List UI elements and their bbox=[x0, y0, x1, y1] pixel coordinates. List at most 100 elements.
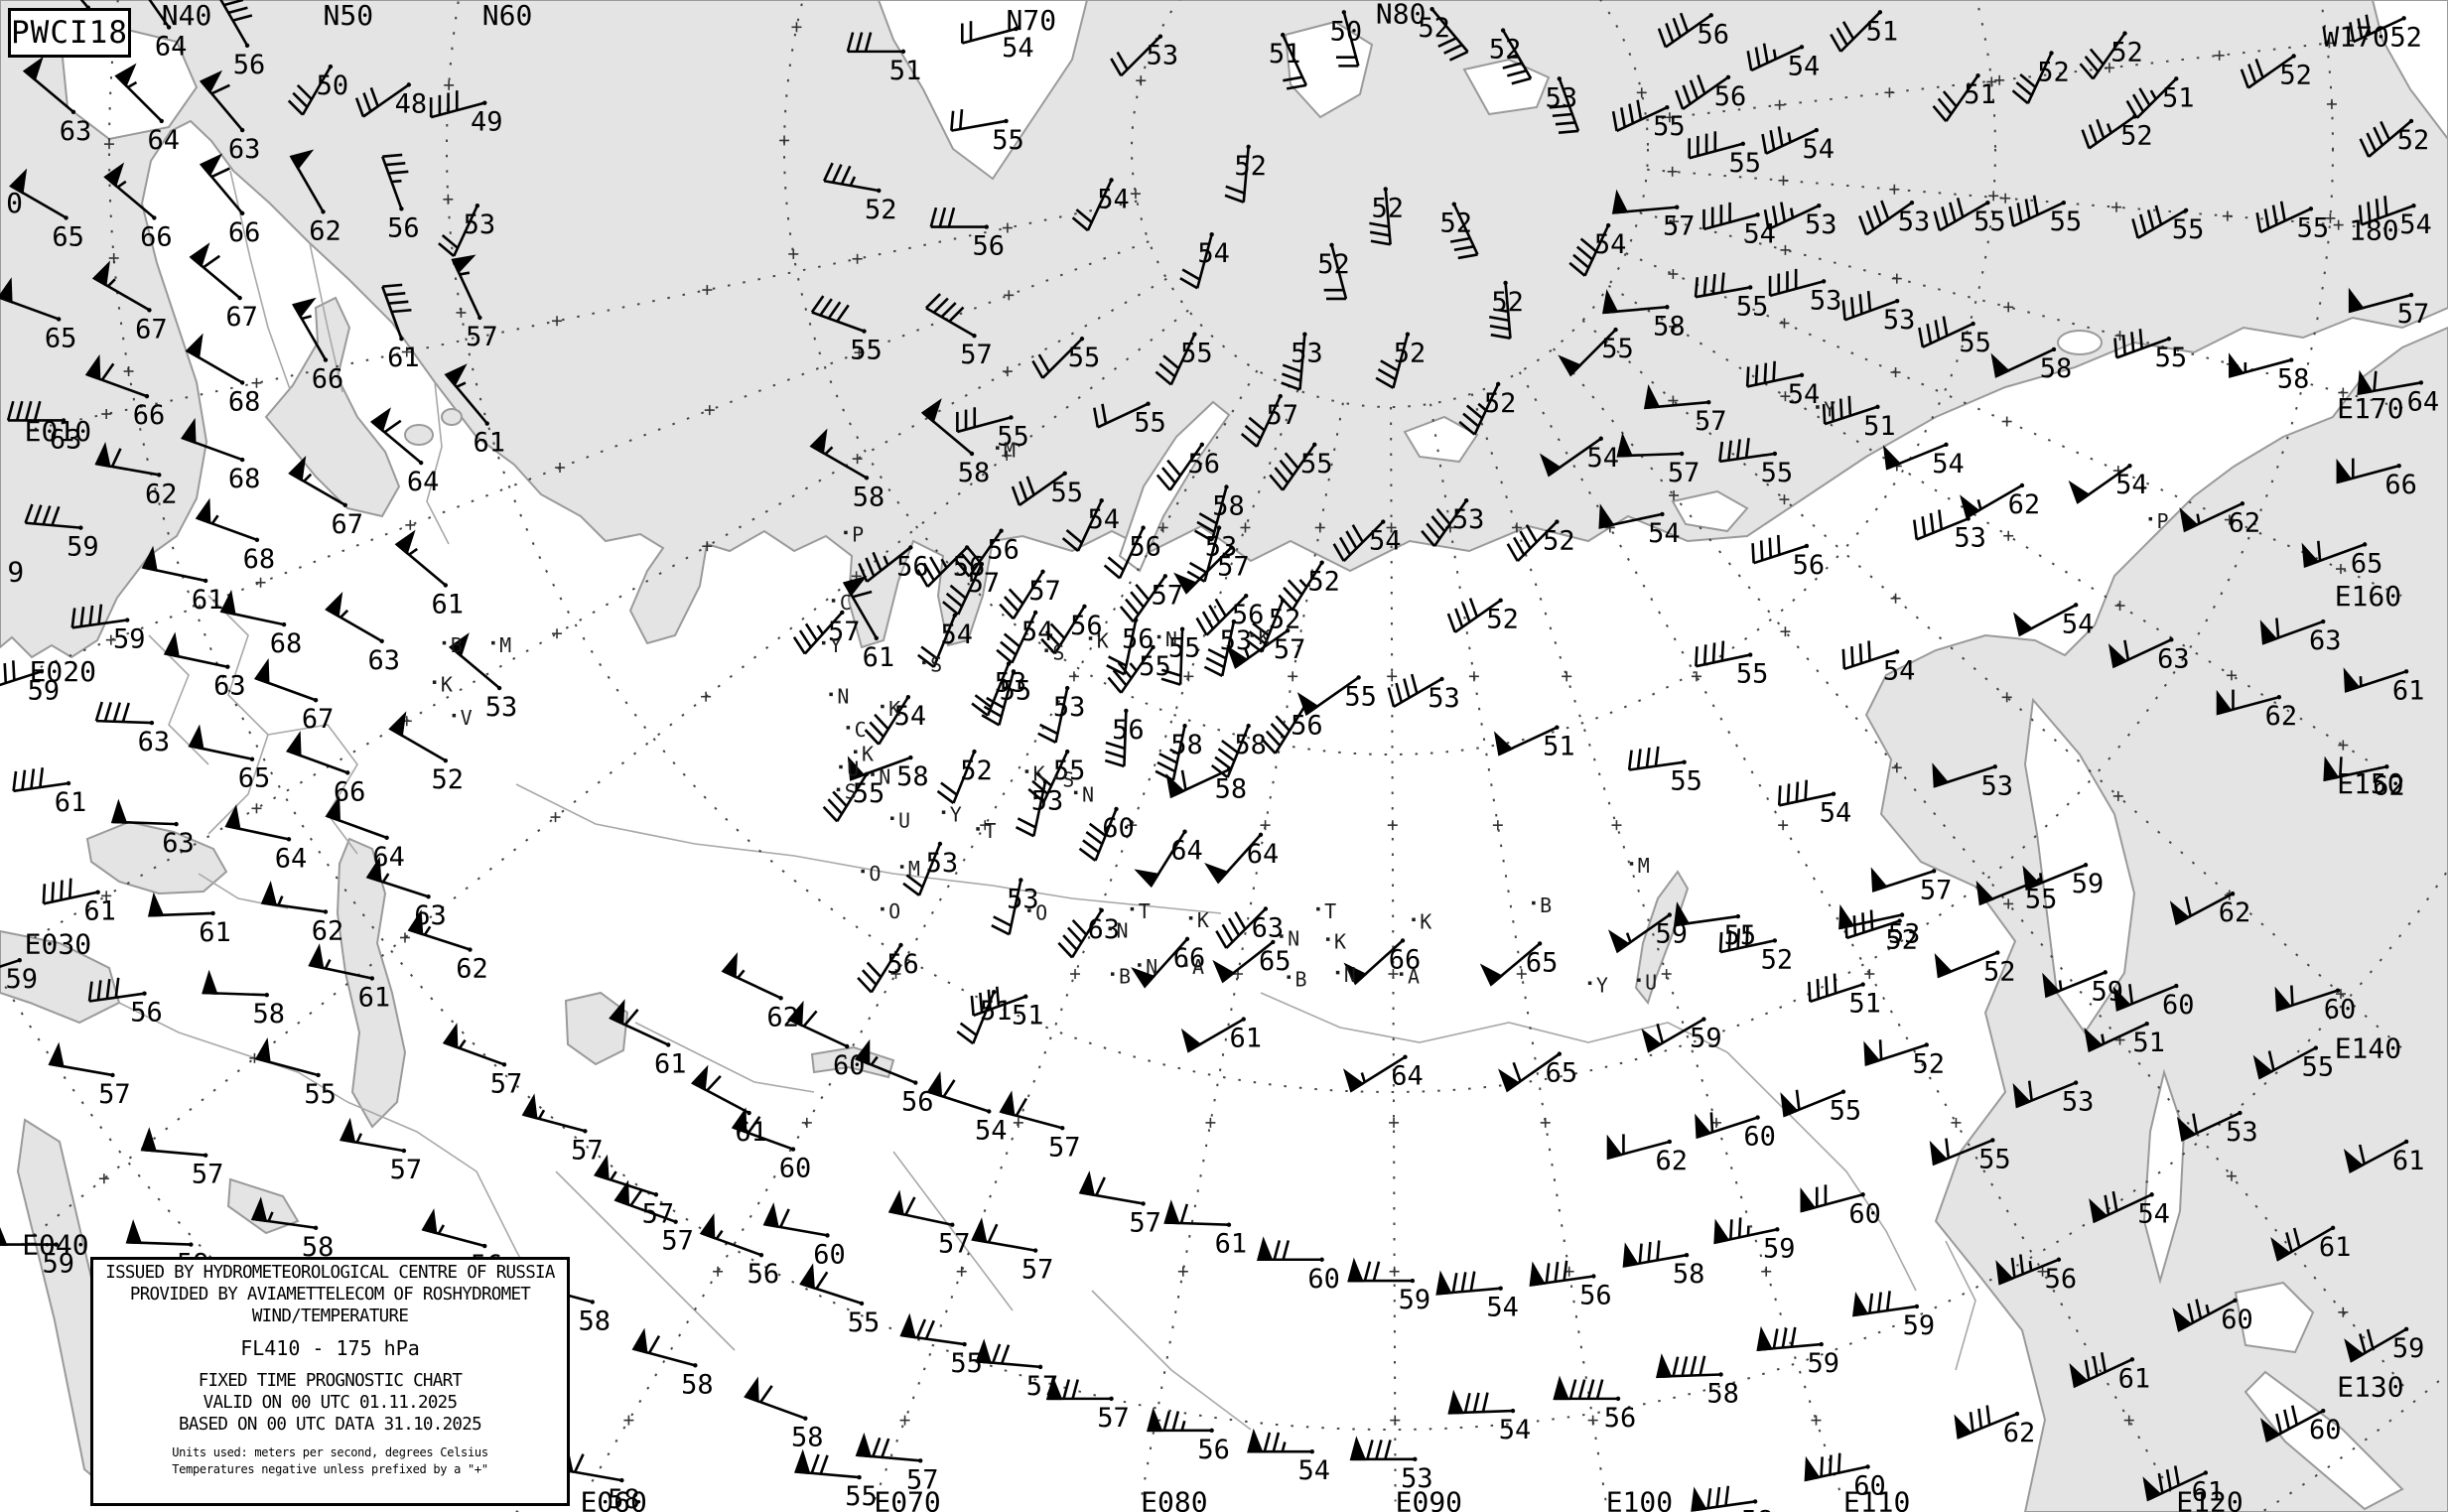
ocean-arctic-atlantic bbox=[0, 0, 2448, 659]
wind-barb bbox=[140, 1127, 208, 1158]
wind-barb bbox=[1449, 202, 1479, 260]
wind-barb bbox=[114, 63, 164, 124]
wind-barb bbox=[2357, 369, 2424, 396]
station-temperature: 55 bbox=[1736, 659, 1769, 690]
wind-barb bbox=[2081, 114, 2137, 150]
station: 66 bbox=[199, 153, 260, 248]
station-temperature: 51 bbox=[1012, 1001, 1044, 1031]
grid-label: E090 bbox=[1396, 1485, 1462, 1512]
station-temperature: 59 bbox=[1807, 1348, 1839, 1379]
grid-label: N40 bbox=[162, 0, 212, 32]
station: 54 bbox=[926, 1070, 1008, 1146]
city-marker: M bbox=[996, 438, 1016, 462]
wind-barb bbox=[2084, 1021, 2149, 1053]
legend-flight-level: FL410 - 175 hPa bbox=[240, 1336, 420, 1360]
city-letter: M bbox=[1638, 854, 1650, 878]
wind-barb bbox=[1616, 432, 1685, 458]
wind-barb bbox=[125, 1219, 194, 1247]
station: 62 bbox=[2323, 756, 2405, 801]
station-temperature: 50 bbox=[1330, 16, 1363, 47]
grid-label: N70 bbox=[1007, 4, 1057, 37]
city-marker: N bbox=[1156, 627, 1177, 651]
station-temperature: 56 bbox=[896, 551, 929, 582]
station-temperature: 53 bbox=[2226, 1117, 2258, 1148]
station: 61 bbox=[1180, 1017, 1262, 1054]
wind-barb bbox=[744, 1376, 808, 1421]
station: 68 bbox=[185, 333, 260, 417]
wind-barb bbox=[2260, 1405, 2326, 1443]
wind-barb bbox=[1278, 560, 1324, 612]
station-temperature: 50 bbox=[317, 70, 349, 101]
wind-barb bbox=[917, 613, 957, 668]
station-temperature: 57 bbox=[490, 1068, 523, 1099]
station: 55 bbox=[1933, 198, 2006, 237]
station-temperature: 52 bbox=[1912, 1048, 1945, 1079]
station-temperature: 55 bbox=[1729, 148, 1762, 179]
city-marker: K bbox=[1412, 910, 1431, 934]
wind-barb bbox=[180, 417, 245, 463]
city-letter: Y bbox=[1596, 974, 1608, 998]
wind-barb bbox=[1756, 1325, 1824, 1352]
station-temperature: 61 bbox=[2392, 1146, 2425, 1176]
station: 55 bbox=[1296, 675, 1377, 717]
station-temperature: 55 bbox=[1168, 633, 1201, 664]
station: 55 bbox=[1558, 327, 1634, 377]
station: 54 bbox=[2089, 1190, 2170, 1229]
station: 57 bbox=[1643, 384, 1727, 437]
station-temperature: 58 bbox=[896, 761, 929, 792]
station: 51 bbox=[970, 986, 1044, 1031]
wind-barb bbox=[448, 632, 502, 691]
station-temperature: 56 bbox=[233, 50, 266, 80]
city-marker: N bbox=[1138, 955, 1157, 979]
wind-barb bbox=[2270, 1225, 2336, 1262]
city-marker: U bbox=[839, 757, 859, 781]
wind-barb bbox=[690, 1064, 751, 1116]
wind-barb bbox=[1160, 626, 1185, 686]
station: 66 bbox=[2336, 458, 2417, 500]
station: 55 bbox=[794, 1448, 878, 1512]
wind-barb bbox=[141, 545, 208, 584]
wind-barb bbox=[1611, 189, 1680, 214]
wind-barb bbox=[1913, 509, 1971, 541]
station: 62 bbox=[721, 952, 799, 1032]
station: 53 bbox=[1015, 779, 1063, 838]
station-temperature: 55 bbox=[2025, 884, 2058, 914]
wind-barb bbox=[1031, 337, 1085, 379]
station-temperature: 58 bbox=[2277, 364, 2310, 395]
station-temperature: 57 bbox=[192, 1160, 224, 1190]
station-temperature: 54 bbox=[1499, 1415, 1532, 1445]
city-marker: T bbox=[1316, 899, 1336, 923]
wind-barb bbox=[421, 1208, 487, 1249]
wind-barb bbox=[2022, 863, 2089, 892]
station: 65 bbox=[0, 277, 76, 353]
wind-barb bbox=[1256, 1236, 1324, 1262]
station: 54 bbox=[1539, 436, 1619, 478]
wind-barb bbox=[260, 881, 329, 914]
station-temperature: 56 bbox=[1112, 715, 1145, 746]
wind-barb bbox=[2079, 31, 2127, 80]
wind-barb bbox=[1280, 32, 1308, 90]
wind-barb bbox=[1429, 7, 1469, 62]
city-letter: Y bbox=[1824, 397, 1836, 421]
station: 62 bbox=[2179, 501, 2260, 538]
station-temperature: 54 bbox=[1883, 656, 1916, 687]
wind-barb bbox=[936, 749, 977, 804]
station: 52 bbox=[2359, 118, 2429, 158]
legend-valid-time: VALID ON 00 UTC 01.11.2025 bbox=[203, 1393, 458, 1413]
city-letter: B bbox=[1540, 893, 1552, 917]
city-marker: N bbox=[1335, 963, 1356, 987]
wind-barb bbox=[1863, 1039, 1929, 1067]
city-marker: M bbox=[899, 857, 920, 881]
station: 53 bbox=[1838, 903, 1920, 950]
station-temperature: 55 bbox=[1139, 651, 1171, 682]
station: 60 bbox=[1695, 1112, 1776, 1153]
station: 53 bbox=[448, 632, 517, 723]
station: 57 bbox=[48, 1041, 131, 1110]
wind-barb bbox=[521, 1093, 588, 1134]
wind-barb bbox=[1713, 1217, 1780, 1245]
station-temperature: 52 bbox=[1307, 567, 1340, 598]
station: 57 bbox=[792, 610, 861, 655]
station-temperature: 52 bbox=[1983, 957, 2016, 988]
station-temperature: 55 bbox=[1601, 334, 1634, 364]
station-temperature: 56 bbox=[1714, 81, 1747, 112]
